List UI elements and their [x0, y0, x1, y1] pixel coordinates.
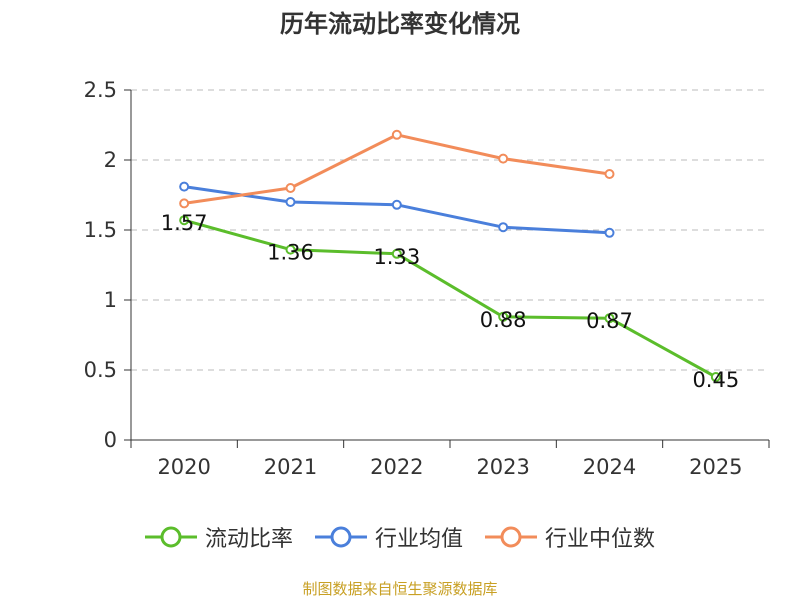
data-point-industry-median: [391, 129, 402, 140]
legend-label-current-ratio: 流动比率: [204, 527, 293, 552]
data-label: 1.36: [267, 241, 314, 265]
data-label-layer: 1.57 1.36 1.33 0.88 0.87 0.45: [161, 211, 739, 392]
series-line-industry-median: [183, 133, 610, 205]
legend-item-industry-mean[interactable]: 行业均值: [314, 521, 463, 553]
x-tick-label: 2021: [264, 455, 317, 479]
y-tick-label: 2: [104, 148, 117, 172]
x-tick-label: 2024: [583, 455, 636, 479]
data-label: 0.45: [692, 368, 739, 392]
axis-layer: 0 0.5 1 1.5 2 2.5 2020 2021 2022 2023 2024 2025: [84, 78, 770, 479]
y-tick-label: 0: [104, 428, 117, 452]
data-point-current-ratio: [285, 244, 296, 255]
data-point-current-ratio: [391, 248, 402, 259]
grid-layer: [131, 89, 769, 371]
x-tick-label: 2025: [689, 455, 742, 479]
legend-swatch-industry-mean: [314, 526, 367, 548]
data-point-current-ratio: [710, 372, 721, 382]
data-point-industry-median: [604, 169, 615, 179]
data-point-industry-median: [498, 153, 509, 164]
legend-swatch-industry-median: [485, 526, 537, 548]
data-point-industry-mean: [391, 199, 402, 210]
data-label: 0.87: [586, 309, 633, 333]
data-point-current-ratio: [179, 215, 190, 226]
chart-legend: 流动比率 行业均值 行业中位数: [0, 520, 800, 554]
data-point-industry-mean: [604, 227, 615, 238]
x-tick-label: 2023: [476, 455, 529, 479]
y-tick-label: 0.5: [84, 358, 117, 382]
data-point-industry-mean: [285, 197, 296, 207]
data-point-industry-median: [179, 198, 190, 209]
legend-label-industry-mean: 行业均值: [374, 527, 463, 552]
legend-item-industry-median[interactable]: 行业中位数: [485, 521, 655, 553]
data-label: 1.33: [373, 245, 420, 269]
legend-item-current-ratio[interactable]: 流动比率: [144, 521, 293, 553]
data-point-industry-mean: [498, 222, 509, 233]
chart-title: 历年流动比率变化情况: [280, 10, 520, 38]
y-tick-label: 1.5: [84, 218, 117, 242]
data-point-current-ratio: [498, 311, 509, 322]
legend-label-industry-median: 行业中位数: [545, 527, 656, 552]
source-note: 制图数据来自恒生聚源数据库: [302, 580, 498, 598]
x-tick-label: 2022: [370, 455, 423, 479]
y-tick-label: 1: [104, 288, 117, 312]
data-label: 1.57: [161, 211, 208, 235]
y-tick-label: 2.5: [84, 78, 117, 102]
series-layer: [179, 129, 721, 382]
series-line-current-ratio: [183, 218, 717, 379]
data-point-industry-median: [285, 183, 296, 193]
data-point-industry-mean: [179, 181, 190, 192]
legend-swatch-current-ratio: [144, 526, 197, 548]
data-point-current-ratio: [604, 313, 615, 324]
data-label: 0.88: [480, 308, 527, 332]
x-tick-label: 2020: [157, 455, 210, 479]
